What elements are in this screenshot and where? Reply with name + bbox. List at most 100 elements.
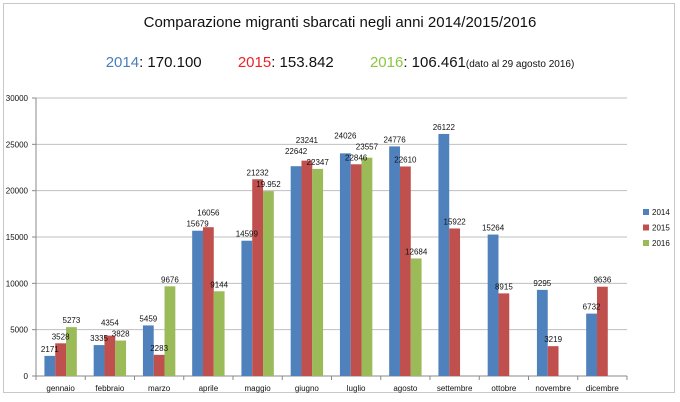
y-tick-label: 30000 [6,94,29,103]
data-label-2015: 15922 [444,217,467,226]
data-label-2015: 3528 [52,332,70,341]
bar-2016 [312,168,324,376]
data-label-2016: 9676 [161,275,179,284]
total-year-2015: 2015 [237,54,272,71]
data-label-2014: 24026 [334,131,357,140]
total-sep-2014: : [139,54,148,71]
data-label-2015: 3219 [544,335,562,344]
bar-2014 [44,355,56,376]
total-year-2016: 2016 [369,54,404,71]
data-label-2014: 22642 [285,147,308,156]
x-tick-label: marzo [148,384,171,393]
bar-2015 [449,228,461,376]
total-2014: 2014: 170.100 [106,54,202,71]
y-tick-label: 5000 [10,326,28,335]
x-tick-label: ottobre [491,384,516,393]
x-tick-label: settembre [437,384,473,393]
bar-2014 [241,240,253,376]
bar-2014 [192,230,203,376]
data-label-2014: 9295 [533,279,551,288]
data-label-2014: 26122 [433,123,456,132]
legend-swatch-2016 [643,240,649,246]
total-sep-2016: : [403,54,412,71]
data-label-2016: 5273 [63,316,81,325]
data-label-2014: 5459 [139,314,157,323]
data-label-2014: 2171 [41,345,59,354]
bar-2014 [536,289,548,376]
bar-2015 [104,335,116,376]
bar-2015 [350,164,362,376]
total-value-2014: 170.100 [147,54,202,71]
data-label-2016: 19.952 [256,180,281,189]
total-year-2014: 2014 [105,54,140,71]
bar-2015 [153,354,165,376]
bar-2015 [301,160,313,376]
data-label-2015: 21232 [247,168,270,177]
total-value-2016: 106.461 [411,54,466,71]
data-label-2016: 3828 [112,330,130,339]
bar-2015 [399,166,411,376]
y-tick-label: 25000 [6,140,29,149]
bar-2016 [164,286,176,376]
data-label-2015: 22846 [345,153,368,162]
data-label-2015: 4354 [101,319,119,328]
data-label-2015: 16056 [197,209,220,218]
total-sep-2015: : [271,54,280,71]
data-label-2014: 24776 [383,135,406,144]
y-tick-label: 0 [24,372,29,381]
legend-swatch-2015 [643,224,649,231]
data-labels: 2171 3528 5273 3335 4354 3828 5459 2283 9676 1567… [41,123,612,354]
x-tick-label: maggio [245,384,272,393]
legend-swatch-2014 [643,209,649,215]
data-label-2014: 15679 [186,220,209,229]
bar-2016 [361,157,373,376]
total-value-2015: 153.842 [279,54,334,71]
y-tick-label: 20000 [6,187,29,196]
bar-2014 [438,133,450,376]
bar-2016 [115,340,127,376]
bar-2016 [66,327,77,376]
bar-2014 [487,234,499,376]
legend-label-2014: 2014 [652,208,670,217]
bar-2015 [55,343,67,376]
data-label-2015: 22610 [394,155,417,164]
total-2016: 2016: 106.461(dato al 29 agosto 2016) [370,54,574,71]
data-label-2016: 12684 [405,247,428,256]
bar-2014 [290,166,302,376]
bar-2015 [498,293,510,376]
bar-2016 [263,191,274,376]
data-label-2016: 23557 [356,142,379,151]
x-tick-label: dicembre [586,384,619,393]
data-label-2015: 8915 [495,282,513,291]
data-label-2015: 2283 [150,344,168,353]
total-note-2016: (dato al 29 agosto 2016) [465,59,575,70]
chart-title: Comparazione migranti sbarcati negli ann… [143,14,537,31]
bar-2014 [93,345,105,376]
x-tick-label: gennaio [46,384,75,393]
bar-2014 [389,146,400,376]
legend-label-2016: 2016 [652,239,670,248]
bar-2015 [596,286,608,376]
x-tick-label: giugno [295,384,320,393]
data-label-2015: 9636 [593,276,611,285]
bar-2014 [586,313,597,376]
x-tick-label: aprile [199,384,219,393]
data-label-2014: 3335 [90,334,108,343]
data-label-2014: 15264 [482,224,505,233]
bar-2015 [252,179,264,376]
bar-2015 [547,346,559,376]
x-tick-label: febbraio [95,384,124,393]
x-tick-label: luglio [347,384,366,393]
x-tick-label: novembre [535,384,571,393]
totals-row: 2014: 170.100 2015: 153.842 2016: 106.46… [0,54,680,71]
y-tick-label: 15000 [6,233,29,242]
bar-2016 [213,291,225,376]
data-label-2016: 22347 [307,158,330,167]
total-2015: 2015: 153.842 [238,54,334,71]
bar-2014 [142,325,154,376]
y-tick-label: 10000 [6,279,29,288]
chart-frame [3,3,675,393]
data-label-2014: 6732 [583,303,601,312]
data-label-2014: 14599 [236,230,259,239]
